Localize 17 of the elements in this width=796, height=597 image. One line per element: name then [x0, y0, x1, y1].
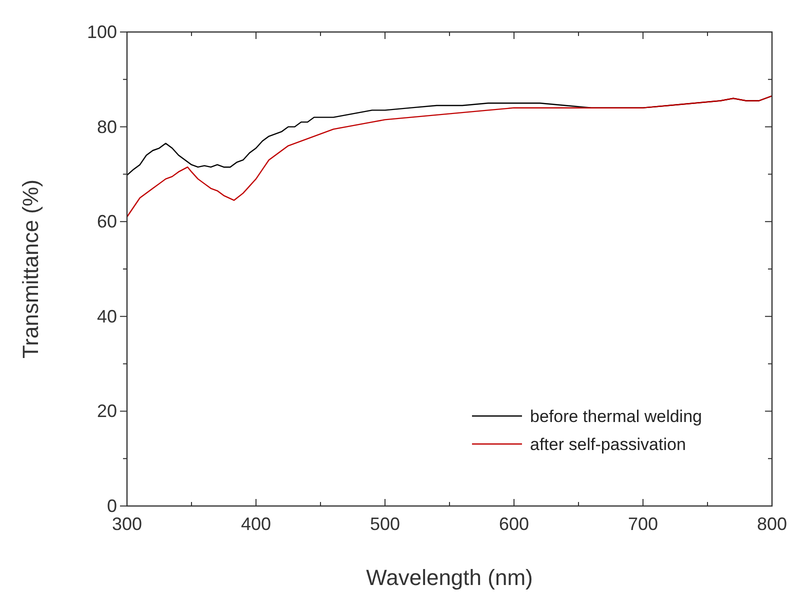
- x-tick-label: 400: [240, 514, 272, 534]
- y-tick-label: 60: [96, 212, 117, 232]
- y-axis-title: Transmittance (%): [18, 180, 43, 358]
- x-tick-label: 500: [370, 514, 400, 534]
- x-tick-label: 600: [498, 514, 530, 534]
- y-tick-label: 100: [86, 22, 117, 42]
- x-tick-label: 300: [112, 514, 142, 534]
- x-tick-label: 700: [628, 514, 658, 534]
- y-tick-label: 80: [96, 116, 117, 137]
- x-axis-title: Wavelength (nm): [366, 565, 533, 590]
- line-series: [126, 95, 773, 218]
- legend-label: after self-passivation: [530, 435, 686, 454]
- y-tick-label: 40: [96, 306, 117, 326]
- y-tick-label: 20: [96, 401, 117, 422]
- x-tick-label: 800: [756, 514, 788, 534]
- y-tick-label: 0: [106, 496, 117, 516]
- legend-label: before thermal welding: [530, 407, 702, 426]
